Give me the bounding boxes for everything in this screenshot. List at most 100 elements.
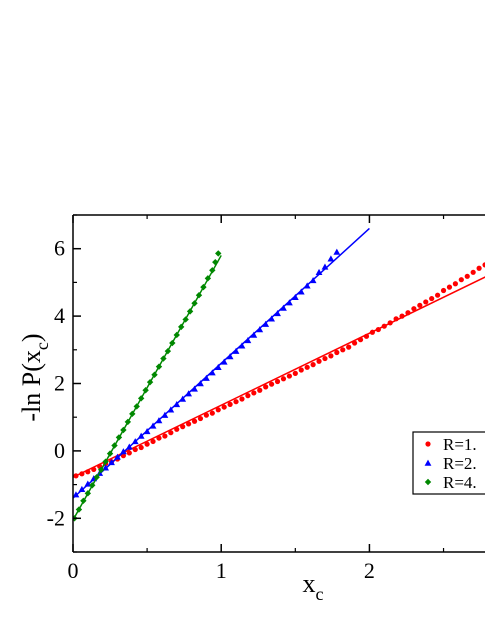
data-point — [221, 404, 227, 410]
data-point — [85, 469, 91, 475]
fit-line-series-1 — [73, 276, 485, 478]
data-point — [209, 410, 215, 416]
data-point — [435, 292, 441, 298]
data-point — [132, 446, 138, 453]
data-point — [191, 385, 198, 392]
data-point — [186, 421, 192, 427]
data-point — [375, 326, 381, 333]
data-point — [185, 390, 193, 397]
data-point — [180, 424, 186, 430]
data-point — [151, 371, 158, 378]
data-point — [102, 458, 109, 465]
data-point — [75, 506, 83, 513]
data-point — [167, 406, 175, 413]
data-point — [156, 435, 162, 441]
data-point — [458, 277, 464, 283]
data-point — [238, 342, 246, 349]
data-point — [131, 438, 139, 445]
legend-label: R=2. — [443, 454, 477, 473]
data-point — [227, 401, 233, 407]
data-point — [202, 374, 210, 381]
data-point — [405, 310, 411, 316]
data-point — [291, 293, 299, 300]
data-point — [304, 364, 310, 370]
data-point — [310, 362, 316, 368]
data-point — [114, 453, 121, 460]
data-point — [137, 395, 145, 402]
data-point — [334, 349, 340, 356]
data-point — [197, 415, 204, 422]
data-point — [212, 258, 219, 266]
data-point — [200, 283, 207, 291]
data-point — [73, 491, 80, 498]
data-point — [245, 393, 251, 399]
data-point — [126, 450, 132, 456]
data-point — [174, 426, 180, 432]
data-point — [417, 302, 423, 308]
data-point — [346, 344, 352, 350]
data-point — [476, 265, 482, 271]
data-point — [119, 448, 127, 455]
data-point — [155, 417, 163, 424]
data-point — [226, 353, 234, 360]
data-point — [399, 313, 405, 319]
legend: R=1.R=2.R=4. — [412, 431, 485, 495]
data-point — [297, 288, 305, 295]
data-point — [470, 269, 476, 275]
data-point — [328, 353, 334, 359]
data-point — [164, 347, 172, 355]
data-point — [292, 370, 298, 376]
data-point — [137, 432, 145, 439]
data-point — [215, 407, 221, 413]
data-point — [111, 442, 118, 449]
series-2 — [73, 227, 370, 499]
data-point — [173, 331, 180, 339]
data-point — [251, 390, 257, 396]
data-point — [327, 255, 335, 262]
data-point — [274, 310, 281, 317]
legend-marker — [424, 478, 432, 486]
data-point — [97, 466, 105, 473]
data-point — [298, 367, 304, 373]
x-tick-label: 0 — [68, 558, 79, 583]
y-tick-label: 4 — [54, 303, 65, 328]
data-point — [322, 355, 328, 362]
data-point — [142, 387, 149, 394]
data-point — [214, 363, 222, 371]
data-point — [316, 358, 322, 364]
y-axis-label: -ln P(xc) — [17, 333, 52, 421]
data-point — [173, 400, 181, 408]
y-tick-label: 6 — [54, 236, 65, 261]
data-point — [363, 333, 370, 339]
data-point — [78, 485, 86, 493]
data-point — [195, 292, 203, 299]
data-point — [203, 412, 209, 418]
data-point — [482, 262, 485, 268]
data-point — [102, 464, 110, 471]
data-point — [169, 339, 176, 347]
data-point — [197, 380, 204, 387]
data-point — [150, 438, 156, 445]
data-layer — [73, 227, 485, 522]
data-point — [204, 275, 212, 282]
data-point — [209, 267, 216, 274]
data-point — [268, 315, 276, 322]
data-point — [191, 300, 198, 307]
data-point — [256, 326, 264, 333]
data-point — [411, 306, 417, 312]
data-point — [84, 490, 92, 497]
data-point — [191, 418, 198, 424]
data-point — [89, 482, 96, 489]
data-point — [244, 336, 252, 344]
x-tick-label: 1 — [216, 558, 227, 583]
legend-marker — [425, 441, 431, 447]
data-point — [215, 250, 222, 257]
data-point — [91, 466, 97, 473]
data-point — [124, 418, 132, 426]
legend-marker — [424, 459, 432, 466]
data-point — [144, 441, 150, 447]
data-point — [357, 337, 364, 343]
axes-layer: 0 1 2 -2 0 2 4 6 xc -ln P(xc) — [17, 214, 485, 604]
x-tick-label: 2 — [364, 558, 375, 583]
